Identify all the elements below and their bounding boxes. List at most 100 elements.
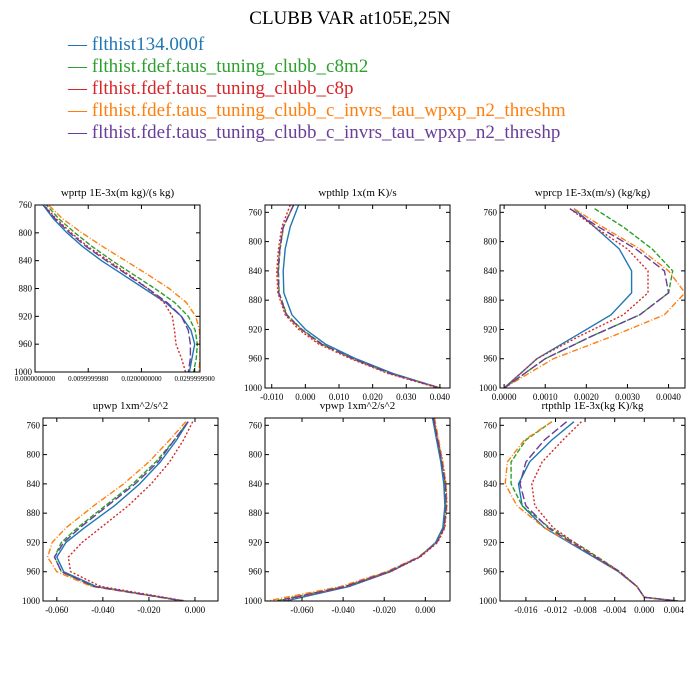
y-tick-label: 920: [484, 537, 498, 547]
panel-title: wpthlp 1x(m K)/s: [318, 187, 396, 199]
panel-2: wprcp 1E-3x(m/s) (kg/kg) 760 800 840 880 920 9…: [479, 187, 686, 402]
y-tick-label: 880: [27, 508, 41, 518]
x-tick-label: -0.004: [603, 605, 627, 615]
figure-title: CLUBB VAR at105E,25N: [249, 8, 451, 29]
legend-label: flthist.fdef.taus_tuning_clubb_c8m2: [91, 56, 369, 77]
y-tick-label: 760: [27, 420, 41, 430]
y-tick-label: 1000: [244, 383, 263, 393]
panel-3: upwp 1xm^2/s^2 760 800 840 880 920 960 1000 -0.0…: [22, 400, 219, 615]
panel-1: wpthlp 1x(m K)/s 760 800 840 880 920 960 1000-0…: [244, 187, 451, 402]
y-tick-label: 880: [484, 295, 498, 305]
x-tick-label: 0.0010: [533, 392, 558, 402]
x-tick-label: 0.000: [295, 392, 316, 402]
panel-title: wprtp 1E-3x(m kg)/(s kg): [61, 187, 175, 199]
y-tick-label: 800: [484, 237, 498, 247]
panel-4: vpwp 1xm^2/s^2 760 800 840 880 920 960 1000 -0.0…: [244, 400, 451, 615]
panel-title: vpwp 1xm^2/s^2: [320, 400, 395, 412]
x-tick-label: 0.0040: [656, 392, 681, 402]
plot-frame: [499, 417, 686, 602]
x-tick-label: 0.0000000000: [15, 375, 56, 383]
y-tick-label: 840: [484, 266, 498, 276]
x-tick-label: -0.020: [137, 605, 161, 615]
y-tick-label: 1000: [14, 367, 33, 377]
series-group: [42, 205, 200, 372]
y-tick-label: 840: [249, 266, 263, 276]
y-tick-label: 840: [27, 479, 41, 489]
series-line-4: [42, 205, 192, 372]
y-tick-label: 760: [484, 207, 498, 217]
x-tick-label: 0.0099999980: [68, 375, 109, 383]
y-tick-label: 760: [249, 207, 263, 217]
series-line-3: [46, 421, 187, 601]
x-tick-label: 0.010: [329, 392, 350, 402]
legend-entry-threshm: — flthist.fdef.taus_tuning_clubb_c_invrs…: [68, 100, 566, 122]
y-tick-label: 920: [484, 324, 498, 334]
x-tick-label: 0.0200000000: [121, 375, 162, 383]
y-tick-label: 760: [19, 200, 33, 210]
y-tick-label: 960: [484, 354, 498, 364]
x-tick-label: -0.060: [290, 605, 314, 615]
y-tick-label: 800: [27, 450, 41, 460]
y-tick-label: 840: [249, 479, 263, 489]
x-tick-label: 0.0000: [492, 392, 517, 402]
plot-frame: [34, 204, 201, 373]
panel-5: rtpthlp 1E-3x(kg K)/kg 760 800 840 880 920 960…: [479, 400, 686, 615]
plot-frame: [264, 417, 451, 602]
series-line-3: [503, 208, 685, 388]
y-tick-label: 880: [484, 508, 498, 518]
plot-frame: [42, 417, 219, 602]
x-tick-label: 0.040: [430, 392, 451, 402]
y-tick-label: 760: [249, 420, 263, 430]
x-tick-label: 0.000: [634, 605, 655, 615]
y-tick-label: 760: [484, 420, 498, 430]
x-tick-label: 0.020: [363, 392, 384, 402]
y-tick-label: 1000: [244, 596, 263, 606]
x-tick-label: 0.004: [664, 605, 685, 615]
y-tick-label: 960: [249, 354, 263, 364]
y-tick-label: 840: [484, 479, 498, 489]
series-line-1: [275, 418, 447, 601]
plot-frame: [499, 204, 686, 389]
y-tick-label: 880: [249, 295, 263, 305]
series-group: [266, 418, 448, 601]
y-tick-label: 880: [19, 284, 33, 294]
series-line-0: [517, 421, 678, 601]
legend-label: flthist134.000f: [91, 34, 205, 55]
x-tick-label: -0.040: [331, 605, 355, 615]
series-line-3: [47, 205, 200, 372]
legend-entry-threshp: — flthist.fdef.taus_tuning_clubb_c_invrs…: [68, 122, 560, 144]
y-tick-label: 800: [19, 228, 33, 238]
legend-label: flthist.fdef.taus_tuning_clubb_c_invrs_t…: [91, 122, 561, 143]
legend-label: flthist.fdef.taus_tuning_clubb_c_invrs_t…: [91, 100, 566, 121]
y-tick-label: 800: [249, 450, 263, 460]
series-line-0: [42, 205, 196, 372]
series-group: [503, 208, 685, 388]
series-group: [276, 205, 442, 388]
y-tick-label: 1000: [479, 383, 498, 393]
series-line-4: [519, 421, 678, 601]
x-tick-label: 0.0030: [615, 392, 640, 402]
series-group: [46, 421, 194, 601]
series-line-0: [56, 421, 189, 601]
series-line-1: [510, 421, 678, 601]
panel-0: wprtp 1E-3x(m kg)/(s kg) 760 800 840 880 920 9…: [14, 187, 215, 383]
series-line-0: [503, 208, 633, 388]
legend-entry-ctrl: — flthist134.000f: [68, 34, 204, 56]
series-line-2: [531, 421, 678, 601]
x-tick-label: 0.000: [415, 605, 436, 615]
legend-marker: —: [68, 34, 87, 55]
series-line-2: [67, 421, 194, 601]
x-tick-label: -0.040: [91, 605, 115, 615]
y-tick-label: 920: [27, 537, 41, 547]
legend-marker: —: [68, 56, 87, 77]
y-tick-label: 960: [19, 339, 33, 349]
plot-frame: [264, 204, 451, 389]
legend-marker: —: [68, 100, 87, 121]
y-tick-label: 840: [19, 256, 33, 266]
y-tick-label: 1000: [22, 596, 41, 606]
panel-title: wprcp 1E-3x(m/s) (kg/kg): [535, 187, 651, 199]
y-tick-label: 920: [249, 324, 263, 334]
series-line-0: [285, 418, 446, 601]
panel-title: upwp 1xm^2/s^2: [93, 400, 168, 412]
